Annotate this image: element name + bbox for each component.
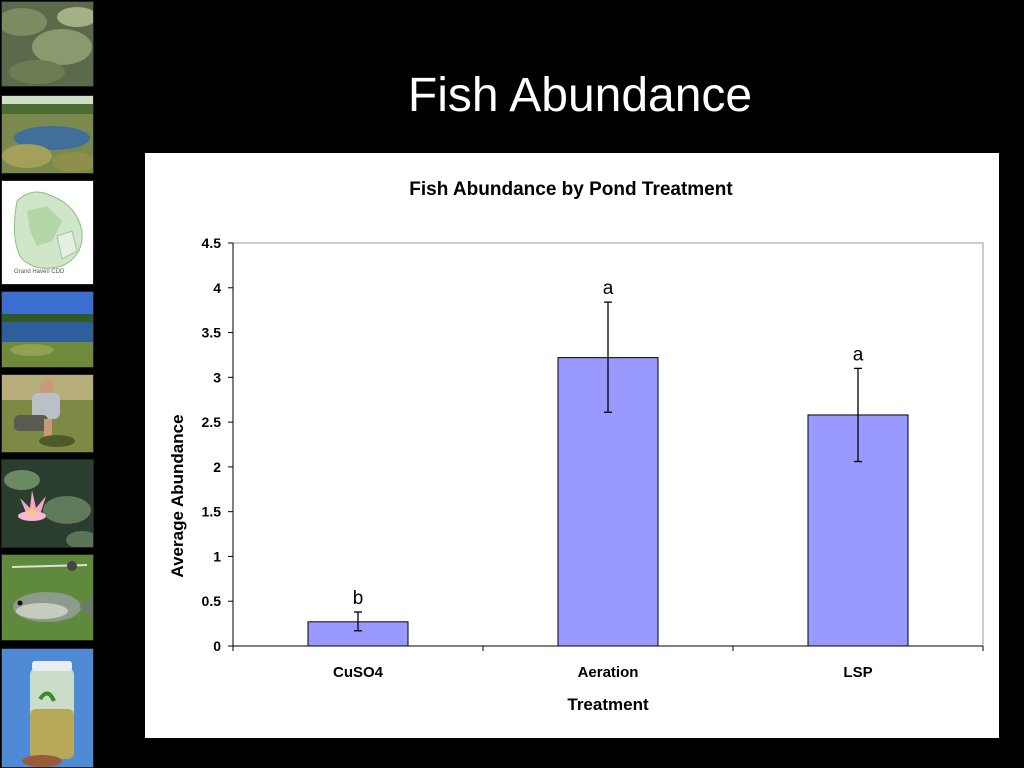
significance-label: a	[603, 278, 614, 299]
y-tick-label: 2	[213, 459, 221, 475]
site-map-photo: Grand Haven CDD	[1, 180, 94, 285]
y-tick-label: 1.5	[202, 504, 222, 520]
y-tick-label: 4.5	[202, 235, 222, 251]
y-tick-label: 1	[213, 548, 221, 564]
y-tick-label: 3	[213, 369, 221, 385]
vegetated-pond-photo	[1, 95, 94, 174]
algae-pond-photo	[1, 1, 94, 87]
pond-landscape-photo	[1, 291, 94, 368]
significance-label: a	[853, 344, 864, 365]
chart-panel: Fish Abundance by Pond Treatment Average…	[145, 153, 999, 738]
water-lily-photo	[1, 459, 94, 548]
y-tick-label: 0	[213, 638, 221, 654]
fish-catch-photo	[1, 554, 94, 641]
significance-label: b	[353, 588, 364, 609]
photo-sidebar: Grand Haven CDD	[0, 0, 96, 768]
chart-title: Fish Abundance by Pond Treatment	[409, 179, 733, 200]
x-tick-label: CuSO4	[333, 664, 384, 681]
x-tick-label: LSP	[843, 664, 872, 681]
field-worker-photo	[1, 374, 94, 453]
x-axis-label: Treatment	[567, 695, 649, 714]
slide-title: Fish Abundance	[407, 69, 753, 122]
y-tick-label: 0.5	[202, 593, 222, 609]
x-tick-label: Aeration	[578, 664, 639, 681]
y-tick-label: 3.5	[202, 325, 222, 341]
y-axis-label: Average Abundance	[168, 414, 187, 577]
water-sample-jar-photo	[1, 648, 94, 768]
y-tick-label: 4	[213, 280, 221, 296]
y-tick-label: 2.5	[202, 414, 222, 430]
svg-text:Grand Haven CDD: Grand Haven CDD	[14, 269, 65, 275]
bar-chart: Fish Abundance by Pond Treatment Average…	[168, 179, 984, 714]
